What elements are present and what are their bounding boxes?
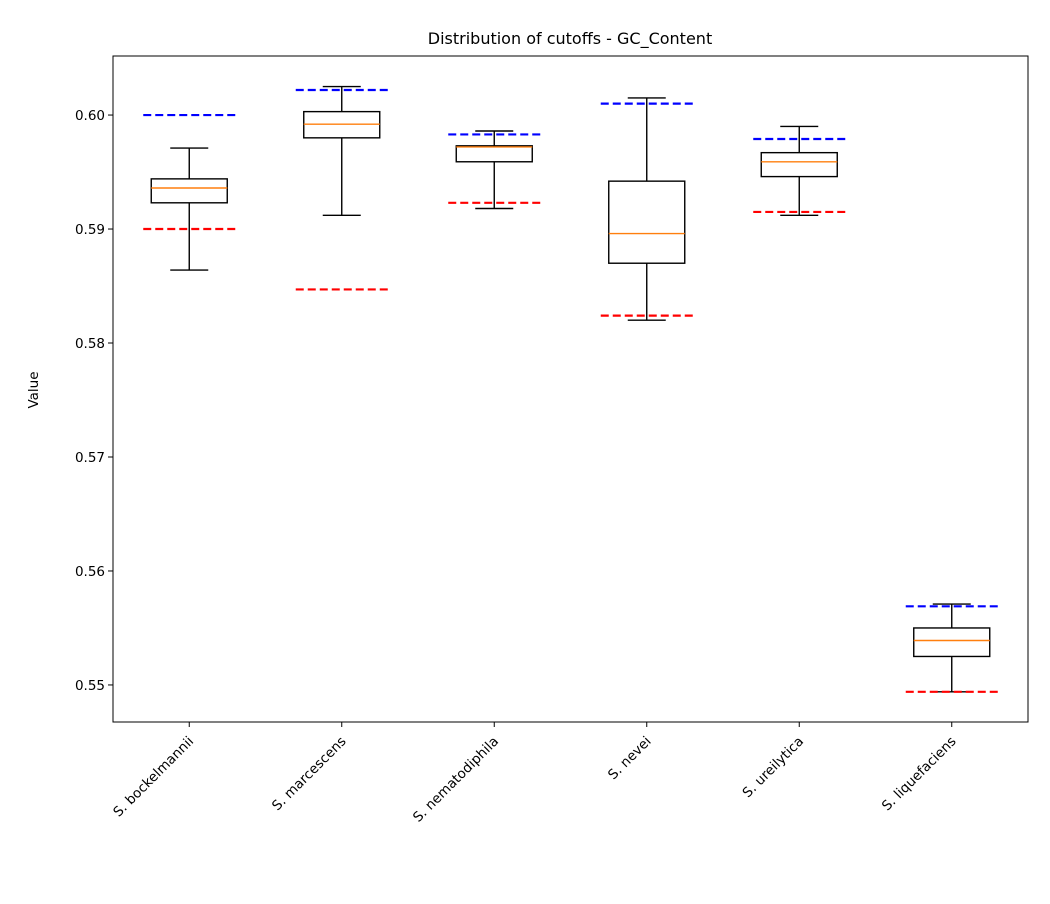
box xyxy=(913,627,991,658)
x-tick-label: S. marcescens xyxy=(269,734,350,815)
box xyxy=(150,178,228,204)
x-tick-label: S. ureilytica xyxy=(740,734,808,802)
x-tick-label: S. liquefaciens xyxy=(879,734,960,815)
box-group-4 xyxy=(600,97,693,321)
axes-frame xyxy=(112,55,1029,723)
y-tick-label: 0.55 xyxy=(75,678,105,694)
chart-title: Distribution of cutoffs - GC_Content xyxy=(428,29,712,49)
box-group-2 xyxy=(295,85,388,291)
y-tick-label: 0.59 xyxy=(75,222,105,238)
box-group-1 xyxy=(143,113,236,271)
plot-area: 0.55 0.56 0.57 0.58 0.59 0.60 S. bockelmannii S… xyxy=(75,85,998,826)
x-tick-label: S. nevei xyxy=(605,734,655,784)
y-tick-label: 0.58 xyxy=(75,336,105,352)
y-tick-label: 0.60 xyxy=(75,108,105,124)
box xyxy=(608,180,686,264)
box-group-3 xyxy=(448,130,541,210)
y-tick-label: 0.57 xyxy=(75,450,105,466)
box-group-6 xyxy=(905,603,998,693)
x-tick-label: S. nematodiphila xyxy=(410,734,502,826)
y-tick-label: 0.56 xyxy=(75,564,105,580)
box xyxy=(760,151,838,178)
box xyxy=(455,145,533,163)
x-tick-label: S. bockelmannii xyxy=(110,734,197,821)
box-group-5 xyxy=(753,125,846,217)
y-axis-label: Value xyxy=(26,371,42,408)
